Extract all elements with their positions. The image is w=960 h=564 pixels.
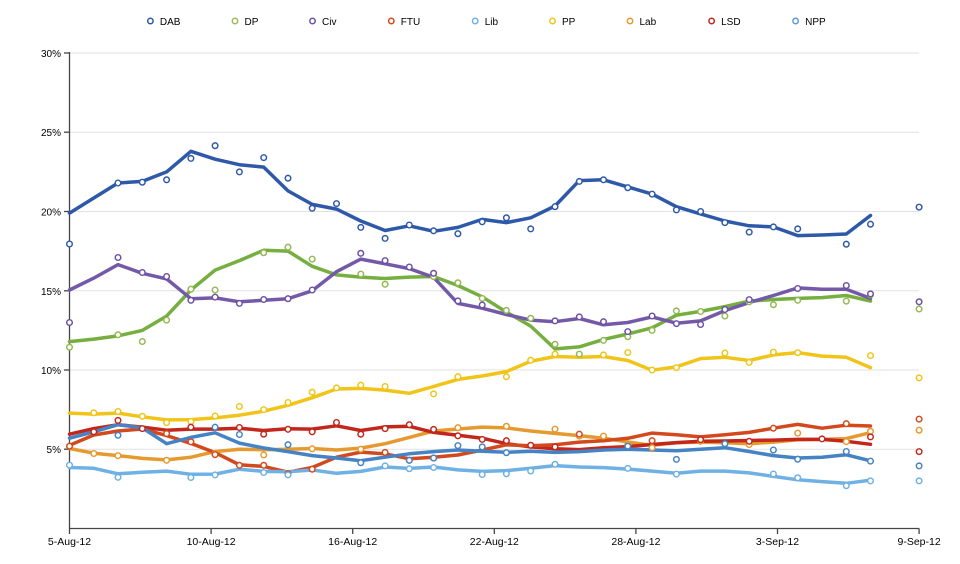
svg-text:DAB: DAB xyxy=(160,17,181,28)
svg-text:Lab: Lab xyxy=(640,17,657,28)
svg-text:Lib: Lib xyxy=(485,17,499,28)
svg-text:10%: 10% xyxy=(41,366,61,377)
svg-text:5%: 5% xyxy=(47,445,62,456)
svg-text:20%: 20% xyxy=(41,208,61,219)
svg-text:Civ: Civ xyxy=(322,17,336,28)
svg-text:22-Aug-12: 22-Aug-12 xyxy=(470,536,519,548)
svg-text:FTU: FTU xyxy=(401,17,420,28)
svg-text:PP: PP xyxy=(562,17,576,28)
svg-text:15%: 15% xyxy=(41,287,61,298)
svg-text:5-Aug-12: 5-Aug-12 xyxy=(48,536,91,548)
svg-text:28-Aug-12: 28-Aug-12 xyxy=(611,536,660,548)
svg-text:LSD: LSD xyxy=(721,17,740,28)
svg-text:3-Sep-12: 3-Sep-12 xyxy=(756,536,799,548)
svg-text:16-Aug-12: 16-Aug-12 xyxy=(328,536,377,548)
svg-text:25%: 25% xyxy=(41,128,61,139)
svg-text:9-Sep-12: 9-Sep-12 xyxy=(897,536,940,548)
svg-text:30%: 30% xyxy=(41,49,61,60)
svg-text:NPP: NPP xyxy=(805,17,826,28)
svg-text:10-Aug-12: 10-Aug-12 xyxy=(187,536,236,548)
svg-text:DP: DP xyxy=(245,17,259,28)
